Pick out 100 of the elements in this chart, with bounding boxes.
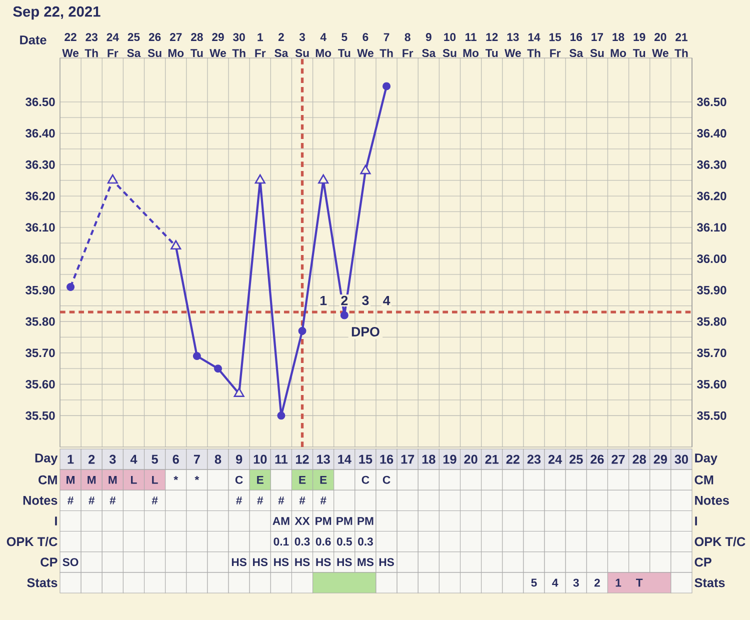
x-tick-label: 2 xyxy=(88,454,95,464)
y-tick-label: 35.80 xyxy=(26,317,55,326)
x-tick-label: 7 Th xyxy=(380,33,393,58)
y-tick-label: 36.40 xyxy=(26,129,55,138)
point xyxy=(277,412,286,420)
annotation: 2 xyxy=(341,296,348,306)
x-tick-label: 9 xyxy=(236,454,242,464)
text: M xyxy=(66,476,74,484)
text: C xyxy=(362,476,370,484)
x-tick-label: 25 Sa xyxy=(127,33,141,58)
text: MS xyxy=(358,558,374,566)
text: M xyxy=(108,476,117,484)
x-tick-label: 13 We xyxy=(504,33,521,58)
x-tick-label: 14 Th xyxy=(527,33,540,58)
x-tick-label: 9 Sa xyxy=(422,33,436,58)
text: HS xyxy=(253,558,268,566)
point xyxy=(340,311,348,320)
text: HS xyxy=(274,558,289,566)
x-tick-label: 27 Mo xyxy=(168,33,184,58)
x-tick-label: 29 xyxy=(654,454,667,464)
x-tick-label: 19 Tu xyxy=(632,33,646,58)
x-tick-label: 30 Th xyxy=(232,33,246,58)
point xyxy=(66,283,75,292)
y-tick-label: 36.50 xyxy=(26,98,55,106)
text: SO xyxy=(62,558,78,566)
text: # xyxy=(152,496,158,504)
x-tick-label: 24 xyxy=(548,454,562,464)
point xyxy=(107,174,118,184)
text: T xyxy=(636,578,643,587)
x-tick-label: 29 We xyxy=(210,33,226,58)
x-tick-label: 5 xyxy=(152,454,158,464)
x-tick-label: 12 xyxy=(296,454,309,464)
x-tick-label: 17 xyxy=(401,454,414,464)
x-tick-label: 10 xyxy=(254,454,267,464)
y-tick-label: 35.70 xyxy=(26,348,55,358)
text: HS xyxy=(295,558,310,566)
x-tick-label: 18 xyxy=(422,454,436,464)
x-tick-label: 28 Tu xyxy=(190,33,203,58)
text: AM xyxy=(272,517,290,525)
y-tick-label: Notes xyxy=(695,496,729,505)
text: HS xyxy=(379,558,394,566)
y-tick-label: 35.50 xyxy=(26,411,55,420)
x-tick-label: 14 xyxy=(338,454,352,464)
x-tick-label: 26 Su xyxy=(148,33,162,58)
text: E xyxy=(320,476,327,484)
text: 3 xyxy=(573,578,579,587)
x-tick-label: 18 Mo xyxy=(610,33,626,58)
annotation: 3 xyxy=(362,296,369,306)
text: Day xyxy=(695,454,718,465)
text: # xyxy=(88,496,95,504)
text: HS xyxy=(232,558,246,566)
x-tick-label: 17 Su xyxy=(590,33,604,58)
text: 0.6 xyxy=(316,538,331,546)
x-axis-title: Day xyxy=(35,454,58,465)
chart-title: Sep 22, 2021 xyxy=(13,6,100,20)
text: E xyxy=(257,476,264,484)
x-tick-label: 22 xyxy=(506,454,520,464)
x-tick-label: 8 xyxy=(214,454,222,464)
x-tick-label: 1 xyxy=(68,454,74,464)
x-tick-label: 16 Sa xyxy=(570,33,584,58)
text: # xyxy=(68,496,74,504)
text: # xyxy=(278,496,284,504)
annotation: 1 xyxy=(320,296,327,306)
point xyxy=(318,174,329,184)
x-tick-label: 20 We xyxy=(652,33,668,58)
text: 2 xyxy=(594,578,600,587)
x-tick-label: 21 xyxy=(485,454,499,464)
x-tick-label: 3 Su xyxy=(295,33,309,58)
x-tick-label: 22 We xyxy=(62,33,79,58)
x-tick-label: 7 xyxy=(194,454,200,464)
text: 4 xyxy=(552,578,558,587)
y-tick-label: CM xyxy=(694,475,714,484)
x-tick-label: 3 xyxy=(109,454,116,464)
text: * xyxy=(194,476,200,480)
x-tick-label: 2 Sa xyxy=(274,33,288,58)
y-tick-label: 36.00 xyxy=(26,254,55,264)
x-tick-label: 21 Th xyxy=(674,33,688,58)
y-tick-label: 35.60 xyxy=(26,380,55,388)
x-tick-label: 12 Tu xyxy=(485,33,498,58)
text: HS xyxy=(316,558,331,566)
point xyxy=(170,240,182,250)
y-tick-label: I xyxy=(695,516,697,526)
point xyxy=(214,364,222,373)
text: C xyxy=(235,476,243,484)
point xyxy=(298,326,306,335)
x-tick-label: 4 Mo xyxy=(316,33,332,58)
text: 5 xyxy=(531,578,537,587)
y-tick-label: 36.30 xyxy=(26,160,55,169)
text: E xyxy=(299,476,306,484)
point xyxy=(254,174,266,184)
text: # xyxy=(257,496,264,504)
x-tick-label: 23 xyxy=(527,454,541,464)
text: M xyxy=(88,476,96,484)
text: PM xyxy=(336,517,352,525)
text: # xyxy=(110,496,116,504)
x-tick-label: 6 xyxy=(172,454,179,464)
x-tick-label: 26 xyxy=(590,454,604,464)
annotation: 4 xyxy=(383,296,390,306)
y-tick-label: OPK T/C xyxy=(694,536,746,546)
x-tick-label: 6 We xyxy=(357,33,374,58)
